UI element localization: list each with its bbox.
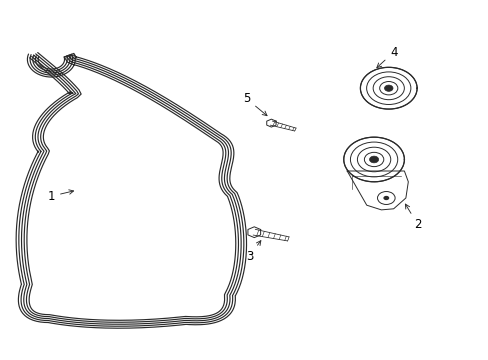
Circle shape (383, 196, 388, 200)
Text: 1: 1 (47, 190, 73, 203)
Text: 2: 2 (405, 204, 421, 231)
Text: 3: 3 (245, 240, 260, 263)
Text: 5: 5 (243, 93, 266, 116)
Text: 4: 4 (376, 46, 397, 68)
Circle shape (384, 85, 392, 91)
Circle shape (369, 156, 378, 163)
